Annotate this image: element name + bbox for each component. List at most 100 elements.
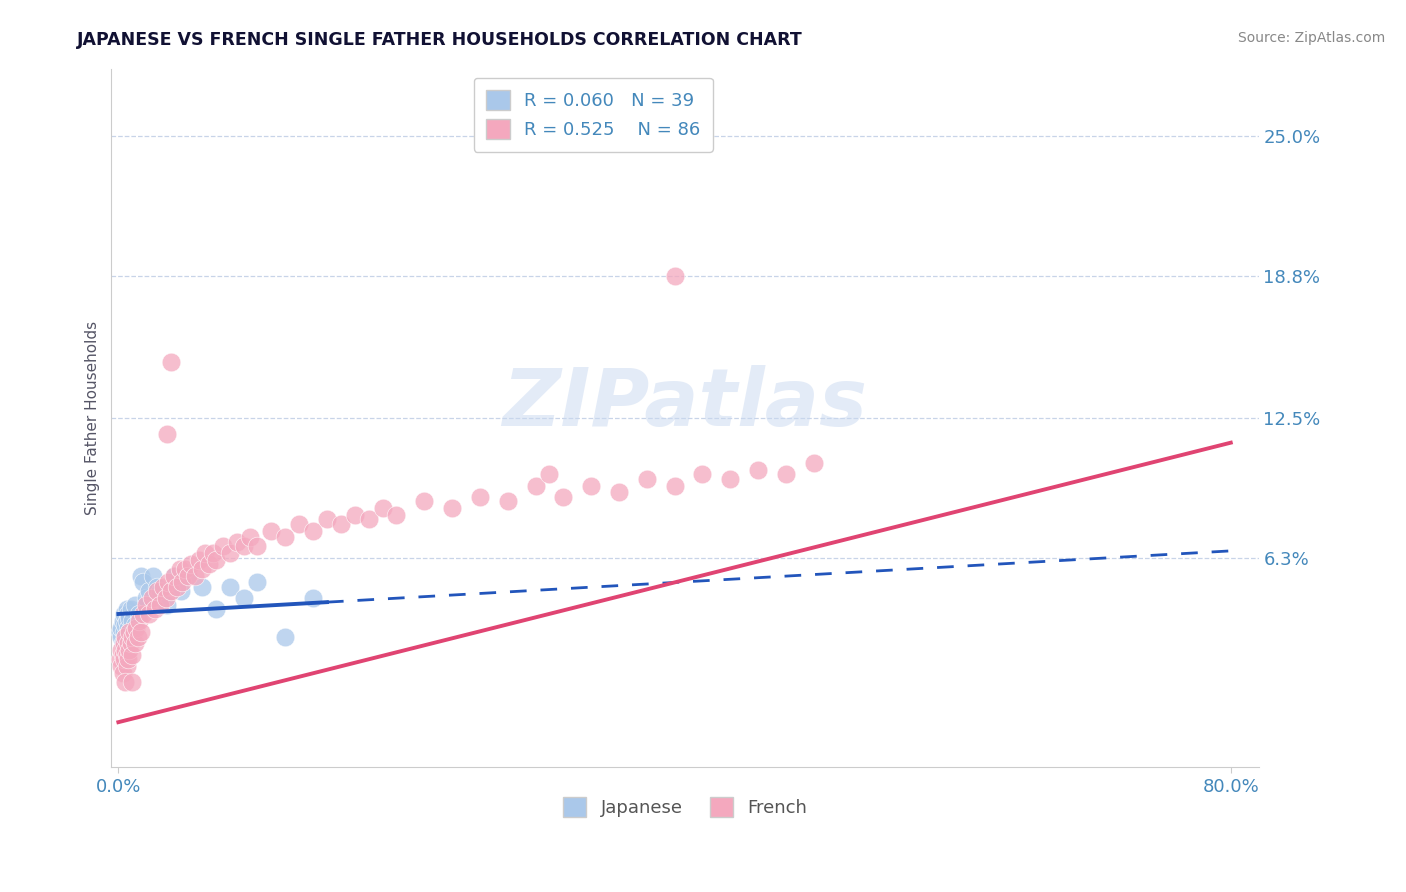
Point	[177, 568, 200, 582]
Point	[138, 584, 160, 599]
Point	[163, 568, 186, 582]
Point	[538, 467, 561, 482]
Point	[180, 558, 202, 572]
Point	[120, 602, 142, 616]
Point	[197, 558, 219, 572]
Point	[156, 426, 179, 441]
Point	[149, 584, 172, 599]
Point	[524, 478, 547, 492]
Point	[166, 580, 188, 594]
Point	[117, 607, 139, 621]
Point	[135, 598, 157, 612]
Point	[120, 636, 142, 650]
Point	[114, 630, 136, 644]
Point	[118, 625, 141, 640]
Point	[156, 598, 179, 612]
Point	[160, 354, 183, 368]
Point	[692, 467, 714, 482]
Point	[260, 524, 283, 538]
Point	[124, 598, 146, 612]
Point	[188, 553, 211, 567]
Point	[664, 478, 686, 492]
Point	[124, 636, 146, 650]
Text: Source: ZipAtlas.com: Source: ZipAtlas.com	[1237, 31, 1385, 45]
Point	[385, 508, 408, 522]
Point	[413, 494, 436, 508]
Point	[204, 602, 226, 616]
Point	[114, 630, 136, 644]
Point	[118, 625, 141, 640]
Point	[211, 540, 233, 554]
Point	[132, 607, 155, 621]
Point	[112, 636, 135, 650]
Point	[664, 268, 686, 283]
Point	[114, 618, 136, 632]
Point	[170, 584, 193, 599]
Point	[553, 490, 575, 504]
Point	[218, 580, 240, 594]
Point	[316, 512, 339, 526]
Point	[302, 524, 325, 538]
Point	[141, 591, 163, 606]
Point	[371, 501, 394, 516]
Point	[607, 485, 630, 500]
Point	[124, 618, 146, 632]
Point	[128, 614, 150, 628]
Point	[201, 546, 224, 560]
Point	[232, 540, 254, 554]
Point	[143, 602, 166, 616]
Point	[232, 591, 254, 606]
Point	[108, 652, 131, 666]
Point	[246, 575, 269, 590]
Point	[115, 648, 138, 662]
Point	[225, 534, 247, 549]
Point	[122, 625, 145, 640]
Point	[329, 516, 352, 531]
Point	[142, 568, 165, 582]
Point	[468, 490, 491, 504]
Point	[117, 620, 139, 634]
Point	[127, 630, 149, 644]
Point	[118, 611, 141, 625]
Point	[274, 630, 297, 644]
Point	[132, 575, 155, 590]
Legend: Japanese, French: Japanese, French	[555, 790, 814, 824]
Point	[115, 658, 138, 673]
Point	[157, 575, 180, 590]
Point	[121, 674, 143, 689]
Point	[149, 598, 172, 612]
Point	[111, 665, 134, 680]
Text: JAPANESE VS FRENCH SINGLE FATHER HOUSEHOLDS CORRELATION CHART: JAPANESE VS FRENCH SINGLE FATHER HOUSEHO…	[77, 31, 803, 49]
Point	[146, 580, 169, 594]
Point	[129, 568, 152, 582]
Point	[191, 562, 214, 576]
Point	[718, 472, 741, 486]
Point	[775, 467, 797, 482]
Point	[803, 456, 825, 470]
Point	[163, 568, 186, 582]
Point	[169, 562, 191, 576]
Point	[155, 591, 177, 606]
Point	[125, 620, 148, 634]
Point	[177, 568, 200, 582]
Text: ZIPatlas: ZIPatlas	[502, 365, 868, 443]
Point	[191, 580, 214, 594]
Point	[146, 584, 169, 599]
Point	[747, 463, 769, 477]
Point	[110, 630, 132, 644]
Point	[218, 546, 240, 560]
Point	[288, 516, 311, 531]
Point	[114, 674, 136, 689]
Point	[112, 607, 135, 621]
Point	[160, 584, 183, 599]
Point	[579, 478, 602, 492]
Point	[172, 575, 194, 590]
Point	[239, 530, 262, 544]
Point	[129, 625, 152, 640]
Point	[194, 546, 217, 560]
Point	[121, 648, 143, 662]
Point	[121, 614, 143, 628]
Point	[274, 530, 297, 544]
Point	[110, 643, 132, 657]
Point	[121, 630, 143, 644]
